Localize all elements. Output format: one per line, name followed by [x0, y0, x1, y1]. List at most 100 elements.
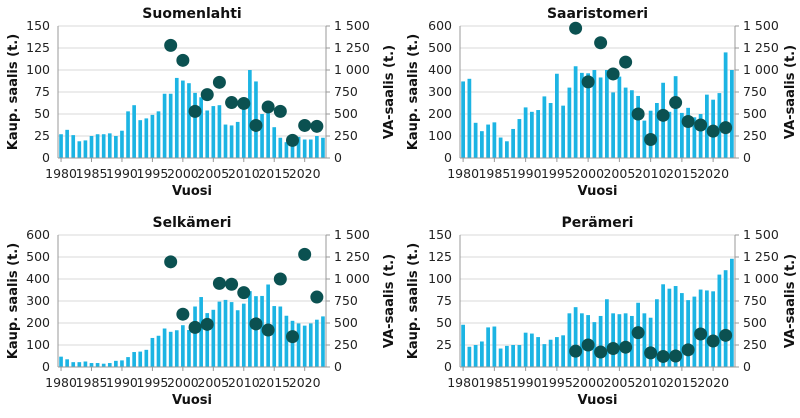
- bar-2012: [254, 296, 258, 367]
- bar-1996: [156, 335, 161, 367]
- x-tick-label: 1990: [106, 166, 138, 181]
- x-tick-label: 2015: [258, 166, 290, 181]
- bar-2003: [605, 299, 609, 367]
- bar-2022: [723, 52, 728, 158]
- dot-2016: [681, 114, 695, 128]
- y2-tick-label: 0: [334, 359, 342, 374]
- dot-2000: [581, 75, 595, 89]
- bar-1990: [523, 107, 528, 158]
- y-axis-title: Kaup. saalis (t.): [406, 34, 421, 150]
- bar-2014: [266, 109, 270, 158]
- bar-1986: [498, 137, 503, 158]
- x-tick-label: 1980: [447, 375, 479, 390]
- dot-2004: [200, 317, 214, 331]
- bar-2004: [611, 92, 615, 158]
- dot-2000: [176, 53, 190, 67]
- y2-tick-label: 0: [743, 359, 751, 374]
- bar-2016: [278, 306, 283, 367]
- dot-1998: [569, 344, 583, 358]
- chart-svg: 0 100 200 300 400 500 600 0 250 500 750 1 000 1 250 1…: [6, 215, 397, 408]
- bar-2015: [680, 112, 684, 158]
- x-tick-label: 1995: [541, 166, 573, 181]
- bar-2019: [705, 290, 709, 367]
- bar-1983: [77, 141, 82, 158]
- y2-tick-label: 1 000: [743, 62, 779, 77]
- bar-1985: [492, 122, 497, 158]
- x-tick-label: 1985: [76, 166, 108, 181]
- bar-2010: [648, 317, 653, 367]
- bar-1994: [548, 339, 553, 367]
- bar-1994: [548, 103, 553, 158]
- bar-2008: [229, 125, 234, 158]
- x-tick-label: 1990: [510, 166, 542, 181]
- y2-axis-title: VA-saalis (t.): [783, 45, 798, 139]
- x-tick-label: 2005: [197, 166, 229, 181]
- bar-2007: [630, 90, 634, 158]
- bar-2023: [321, 137, 325, 158]
- bar-2006: [623, 87, 628, 158]
- bar-2015: [272, 306, 277, 367]
- bar-2021: [717, 274, 722, 367]
- bar-2012: [661, 284, 665, 367]
- y2-tick-label: 750: [334, 84, 358, 99]
- dot-2018: [694, 118, 708, 132]
- bar-1985: [89, 363, 94, 367]
- bar-2015: [680, 293, 684, 367]
- chart-saaristomeri: 0 100 200 300 400 500 600 0 250 500 750 1 000 1 250 1…: [400, 0, 800, 209]
- bar-2004: [205, 110, 210, 158]
- x-tick-label: 2010: [635, 166, 667, 181]
- bar-2022: [315, 319, 319, 367]
- y-tick-label: 0: [42, 150, 50, 165]
- bar-2005: [211, 106, 216, 158]
- dot-2012: [656, 349, 670, 363]
- bar-2007: [223, 124, 228, 158]
- bar-1984: [486, 124, 490, 158]
- bar-1993: [542, 344, 547, 367]
- y-tick-label: 150: [428, 227, 452, 242]
- x-tick-label: 1995: [137, 166, 169, 181]
- bar-1981: [467, 346, 472, 367]
- y-axis-title: Kaup. saalis (t.): [406, 243, 421, 359]
- x-tick-label: 2000: [572, 375, 604, 390]
- bar-1996: [156, 111, 161, 158]
- bar-2019: [296, 323, 301, 367]
- bar-1984: [486, 327, 490, 367]
- dot-2002: [188, 104, 202, 118]
- bar-1997: [162, 93, 167, 158]
- y2-tick-label: 0: [743, 150, 751, 165]
- bar-2003: [605, 70, 609, 158]
- bar-2021: [308, 323, 313, 367]
- y-tick-label: 200: [26, 315, 50, 330]
- bar-2008: [636, 95, 640, 158]
- bar-1997: [162, 328, 167, 367]
- y-tick-label: 600: [26, 227, 50, 242]
- bar-1983: [77, 362, 82, 367]
- bar-2018: [698, 114, 703, 158]
- bar-1990: [120, 130, 124, 158]
- y2-tick-label: 500: [743, 315, 767, 330]
- bar-2018: [290, 138, 295, 158]
- bar-1993: [138, 351, 143, 367]
- dot-2000: [176, 307, 190, 321]
- y-axis-title: Kaup. saalis (t.): [6, 243, 21, 359]
- bar-1992: [132, 105, 136, 158]
- dot-2016: [681, 343, 695, 357]
- bar-2013: [667, 111, 672, 158]
- y-tick-label: 100: [428, 128, 452, 143]
- x-tick-label: 2000: [167, 375, 199, 390]
- bar-1988: [107, 133, 112, 158]
- dot-2004: [606, 67, 620, 81]
- y-tick-label: 0: [444, 359, 452, 374]
- y-tick-label: 400: [428, 62, 452, 77]
- bar-2003: [199, 97, 203, 158]
- bar-1991: [126, 111, 130, 158]
- bar-1999: [174, 77, 179, 158]
- bar-1995: [555, 73, 559, 158]
- bar-2017: [692, 117, 697, 158]
- y2-tick-label: 250: [743, 337, 767, 352]
- dot-2018: [694, 327, 708, 341]
- bar-1989: [114, 360, 118, 367]
- dot-2002: [188, 320, 202, 334]
- bar-2002: [598, 77, 603, 158]
